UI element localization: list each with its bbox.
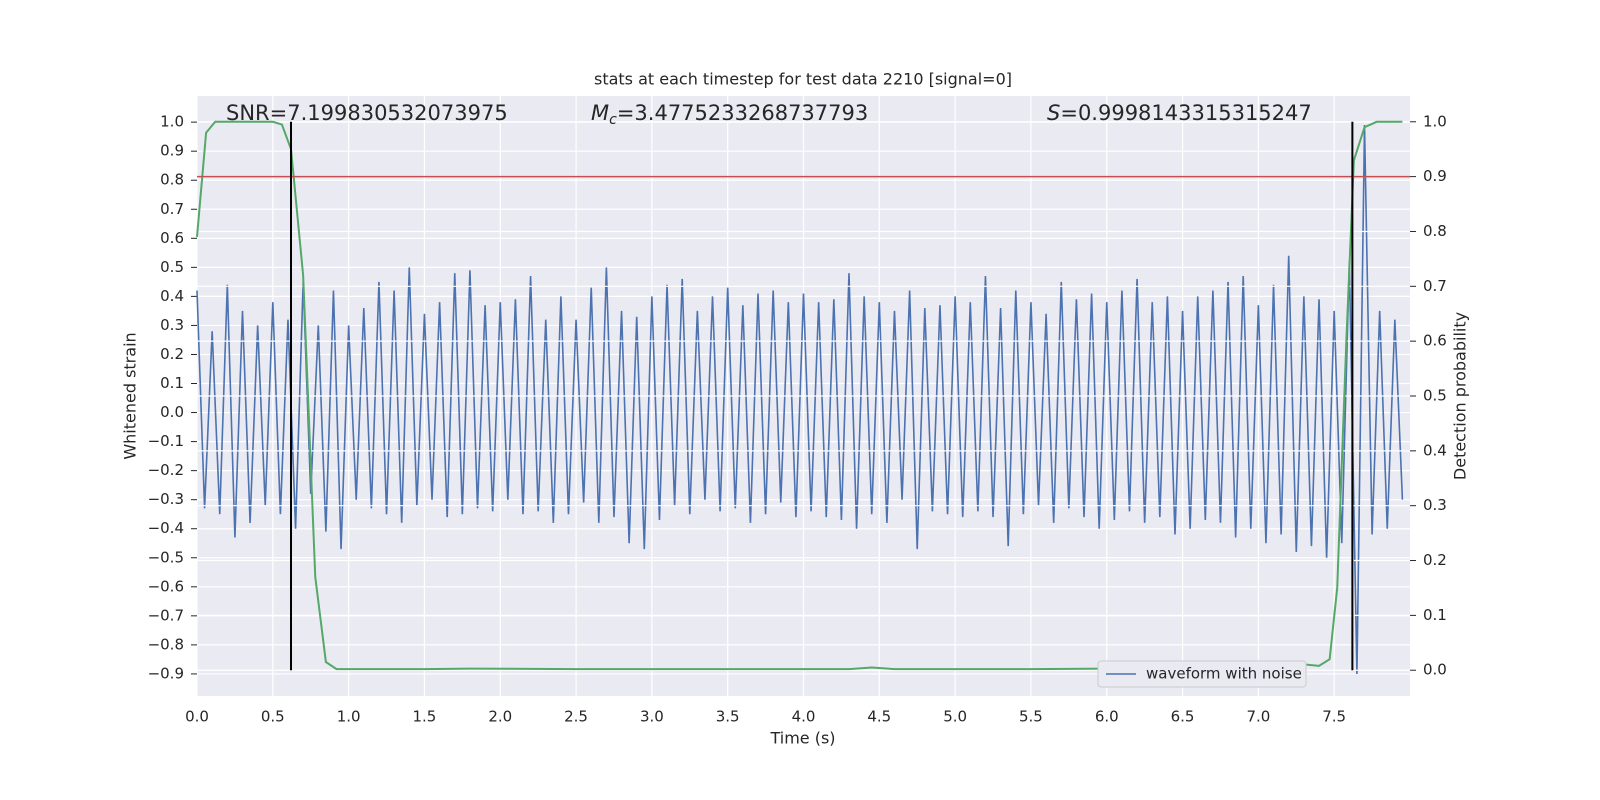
y-tick-label: 0.9	[160, 142, 184, 160]
y2-tick-label: 0.2	[1423, 551, 1447, 569]
x-tick-label: 0.5	[261, 708, 285, 726]
y-tick-label: 0.0	[160, 403, 184, 421]
y-tick-label: −0.9	[148, 664, 184, 682]
x-tick-label: 1.5	[413, 708, 437, 726]
y2-tick-label: 0.6	[1423, 332, 1447, 350]
y2-tick-label: 1.0	[1423, 112, 1447, 130]
y2-tick-label: 0.4	[1423, 441, 1447, 459]
y-tick-label: −0.2	[148, 461, 184, 479]
annotation-text: SNR=7.199830532073975	[226, 101, 508, 125]
y2-tick-label: 0.9	[1423, 167, 1447, 185]
waveform-line	[196, 125, 1404, 674]
y2-tick-label: 0.5	[1423, 387, 1447, 405]
y-tick-label: −0.6	[148, 577, 184, 595]
x-tick-label: 7.5	[1322, 708, 1346, 726]
y-tick-label: −0.4	[148, 519, 184, 537]
y-tick-label: −0.7	[148, 606, 184, 624]
x-tick-label: 3.0	[640, 708, 664, 726]
annotation: Mc=3.4775233268737793	[591, 101, 868, 128]
x-axis-label: Time (s)	[769, 729, 835, 748]
x-tick-label: 5.0	[943, 708, 967, 726]
x-tick-label: 7.0	[1246, 708, 1270, 726]
y-tick-label: 0.5	[160, 258, 184, 276]
x-tick-label: 1.0	[337, 708, 361, 726]
annotation: S=0.9998143315315247	[1047, 101, 1312, 125]
y2-tick-label: 0.3	[1423, 496, 1447, 514]
y2-tick-label: 0.8	[1423, 222, 1447, 240]
y-tick-label: 0.3	[160, 316, 184, 334]
y-tick-label: −0.8	[148, 635, 184, 653]
y-tick-label: 0.6	[160, 229, 184, 247]
y-tick-label: −0.5	[148, 548, 184, 566]
x-tick-label: 2.5	[564, 708, 588, 726]
y2-tick-label: 0.7	[1423, 277, 1447, 295]
annotation-symbol: S	[1047, 101, 1060, 125]
y-tick-label: −0.1	[148, 432, 184, 450]
annotation-symbol: M	[591, 101, 609, 125]
y2-tick-label: 0.1	[1423, 606, 1447, 624]
x-tick-label: 2.0	[488, 708, 512, 726]
y-tick-label: 0.2	[160, 345, 184, 363]
x-tick-label: 6.0	[1095, 708, 1119, 726]
x-tick-label: 0.0	[185, 708, 209, 726]
y2-tick-label: 0.0	[1423, 661, 1447, 679]
annotation-subscript: c	[609, 112, 617, 128]
legend-label: waveform with noise	[1146, 665, 1302, 683]
legend-box	[1097, 660, 1307, 688]
y-tick-label: 0.8	[160, 171, 184, 189]
x-tick-label: 4.0	[792, 708, 816, 726]
y-tick-label: 0.4	[160, 287, 184, 305]
y2-axis-label: Detection probability	[1451, 312, 1470, 480]
y-axis-label: Whitened strain	[121, 332, 140, 459]
annotation-text: =3.4775233268737793	[617, 101, 868, 125]
x-tick-label: 3.5	[716, 708, 740, 726]
y-tick-label: 0.7	[160, 200, 184, 218]
x-tick-label: 5.5	[1019, 708, 1043, 726]
annotation: SNR=7.199830532073975	[226, 101, 508, 125]
annotation-text: =0.9998143315315247	[1060, 101, 1311, 125]
y-tick-label: 1.0	[160, 113, 184, 131]
y-tick-label: −0.3	[148, 490, 184, 508]
x-tick-label: 4.5	[867, 708, 891, 726]
chart-title: stats at each timestep for test data 221…	[594, 70, 1012, 89]
x-tick-label: 6.5	[1171, 708, 1195, 726]
probability-line	[196, 120, 1403, 671]
y-tick-label: 0.1	[160, 374, 184, 392]
